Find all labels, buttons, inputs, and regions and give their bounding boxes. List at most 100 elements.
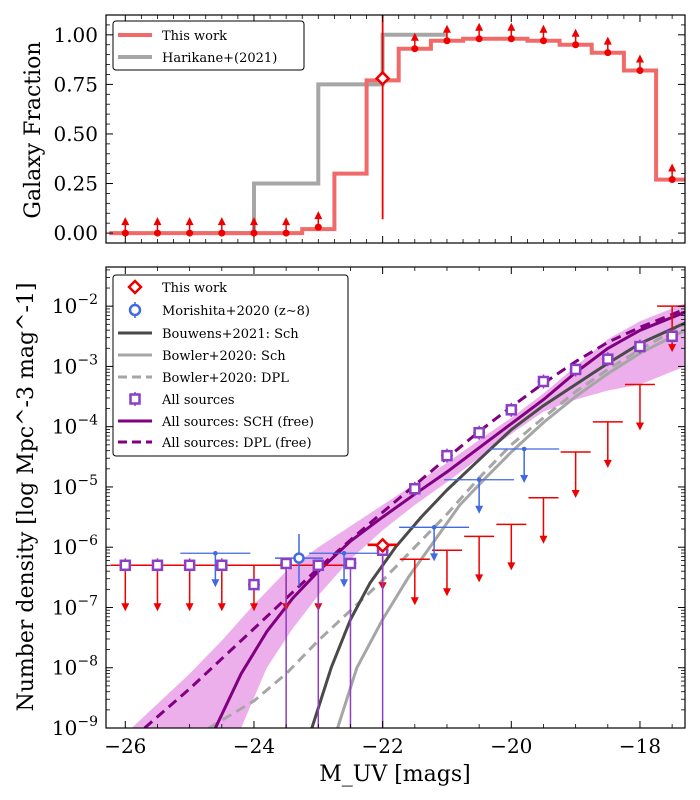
bottom-ytick-label-1: 10−8 (52, 654, 98, 680)
all-sources-marker-17 (666, 330, 678, 343)
top-lower-limit-point-9 (475, 35, 483, 43)
top-lower-limit-8-head (442, 24, 451, 33)
bottom-this-work-limit-16-head (668, 344, 677, 353)
top-ytick-label-0: 0.00 (53, 221, 98, 245)
all-sources-marker-15 (602, 353, 614, 365)
ytick-exponent: −2 (77, 292, 98, 308)
y-title-text: Number density [log Mpc^-3 mag^-1] (14, 283, 39, 712)
top-lower-limit-1-head (153, 217, 162, 226)
top-lower-limit-14-head (635, 54, 644, 63)
legend-morishita-marker (128, 303, 142, 317)
this-work-step-line (109, 36, 685, 236)
top-lower-limit-point-2 (186, 229, 194, 237)
morishita-limit-1-head (340, 579, 349, 588)
bottom-this-work-limit-11-head (507, 562, 516, 571)
bottom-frame (105, 266, 686, 729)
all-sources-marker-13 (537, 375, 550, 388)
bottom-ytick-label-6: 10−3 (52, 352, 98, 378)
top-this-work-marker (374, 70, 391, 87)
top-lower-limit-10-head (507, 22, 516, 31)
bottom-xtick-label-4: −18 (619, 734, 661, 758)
legend-this-work-label: This work (162, 281, 227, 296)
bottom-xtick-label-3: −20 (490, 734, 532, 758)
morishita-limit-4-head (520, 474, 529, 483)
ytick-base: 10 (52, 475, 77, 499)
morishita-limit-0-head (211, 579, 220, 588)
all-sources-marker-5 (280, 557, 292, 570)
legend-bowler-dpl-label: Bowler+2020: DPL (162, 371, 289, 386)
bottom-ytick-label-0: 10−9 (52, 714, 98, 740)
top-lower-limit-point-4 (250, 229, 258, 237)
top-y-axis-title: Galaxy Fraction (21, 41, 46, 218)
bottom-xtick-label-1: −24 (233, 734, 275, 758)
ytick-exponent: −8 (77, 654, 98, 670)
bottom-xtick-label-2: −22 (362, 734, 404, 758)
top-lower-limit-9-head (475, 22, 484, 31)
all-sources-marker-1 (151, 559, 164, 572)
top-lower-limit-4-head (249, 217, 258, 226)
bottom-this-work-limit-1-head (153, 603, 162, 612)
bottom-this-work-limit-8-head (410, 597, 419, 606)
top-lower-limit-point-7 (411, 45, 419, 53)
bottom-ytick-label-7: 10−2 (52, 292, 98, 318)
all-sources-marker-9 (409, 483, 421, 495)
bottom-plot-area (110, 303, 685, 728)
top-lower-limit-13-head (603, 36, 612, 45)
all-sources-marker-2 (183, 559, 196, 572)
morishita-main-marker (293, 552, 305, 564)
top-ytick-label-1: 0.25 (53, 172, 98, 196)
bottom-ytick-label-4: 10−5 (52, 473, 98, 499)
top-lower-limit-point-13 (604, 49, 612, 57)
top-ytick-label-2: 0.50 (53, 122, 98, 146)
top-panel: 0.00 0.25 0.50 0.75 1.00 Galaxy Fraction Thi… (21, 14, 686, 245)
ytick-exponent: −7 (77, 593, 98, 609)
all-sources-marker-16 (634, 340, 646, 353)
legend-bowler-sch-label: Bowler+2020: Sch (162, 349, 286, 364)
ytick-base: 10 (52, 716, 77, 740)
bottom-this-work-limit-13-head (571, 490, 580, 499)
legend-sch-free-label: All sources: SCH (free) (161, 415, 314, 430)
bouwens-sch-curve (310, 321, 685, 728)
all-sources-marker-0 (119, 559, 132, 572)
top-lower-limit-point-15 (668, 176, 676, 184)
ytick-exponent: −9 (77, 714, 98, 730)
legend-morishita-label: Morishita+2020 (z∼8) (162, 304, 310, 319)
top-lower-limit-point-0 (121, 229, 129, 237)
ytick-base: 10 (52, 595, 77, 619)
top-lower-limit-point-10 (507, 35, 515, 43)
bowler-dpl-curve (208, 322, 685, 728)
top-lower-limit-point-8 (443, 37, 451, 45)
top-lower-limit-2-head (185, 217, 194, 226)
bottom-ticks: −26 −24 −22 −20 −1810−910−810−710−610−510−41… (52, 267, 685, 758)
bottom-ytick-label-5: 10−4 (52, 413, 98, 439)
bottom-this-work-main-marker (374, 537, 391, 554)
top-lower-limit-point-3 (218, 229, 226, 237)
bottom-this-work-limit-3-head (217, 603, 226, 612)
ytick-base: 10 (52, 294, 77, 318)
bottom-this-work-limit-10-head (475, 574, 484, 583)
top-ytick-label-4: 1.00 (53, 23, 98, 47)
bottom-this-work-limit-2-head (185, 603, 194, 612)
bottom-ytick-label-3: 10−6 (52, 533, 98, 559)
ytick-exponent: −4 (77, 413, 98, 429)
bottom-this-work-limit-12-head (539, 535, 548, 544)
bottom-this-work-limit-14-head (603, 459, 612, 468)
ytick-base: 10 (52, 535, 77, 559)
bottom-this-work-limit-0-head (121, 603, 130, 612)
top-lower-limit-point-12 (572, 41, 580, 49)
top-lower-limit-15-head (668, 163, 677, 172)
top-lower-limit-6-head (314, 211, 323, 220)
top-frame (105, 14, 686, 244)
bottom-this-work-limit-15-head (635, 422, 644, 431)
bottom-ytick-label-2: 10−7 (52, 593, 98, 619)
bottom-xtick-label-0: −26 (104, 734, 146, 758)
all-sources-marker-4 (248, 578, 260, 591)
top-lower-limit-5-head (282, 217, 291, 226)
ytick-exponent: −5 (77, 473, 98, 489)
top-lower-limit-point-11 (539, 37, 547, 45)
bottom-legend-box (112, 274, 349, 457)
legend-bouwens-label: Bouwens+2021: Sch (162, 327, 299, 342)
all-sources-marker-6 (312, 559, 325, 572)
all-sources-marker-14 (569, 363, 582, 376)
